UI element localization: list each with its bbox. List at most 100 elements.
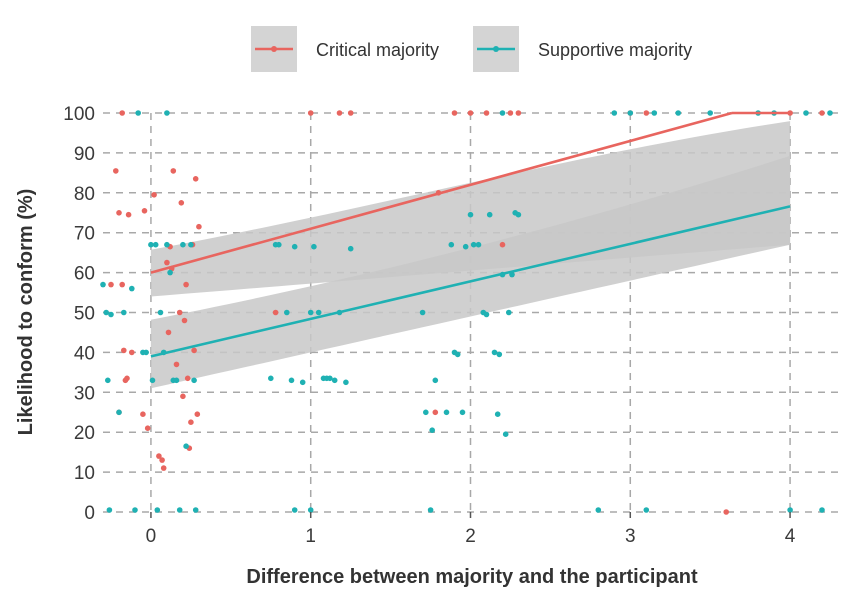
point-critical bbox=[121, 347, 127, 354]
point-supportive bbox=[188, 241, 194, 248]
point-critical bbox=[178, 200, 185, 206]
point-supportive bbox=[467, 211, 474, 218]
point-critical bbox=[141, 208, 148, 214]
point-critical bbox=[144, 425, 151, 432]
point-critical bbox=[272, 309, 279, 316]
point-critical bbox=[170, 168, 177, 174]
y-tick-label: 90 bbox=[74, 144, 95, 165]
point-supportive bbox=[106, 507, 113, 513]
point-critical bbox=[307, 110, 314, 116]
point-supportive bbox=[502, 431, 509, 438]
point-critical bbox=[113, 168, 119, 174]
point-supportive bbox=[462, 243, 469, 250]
point-critical bbox=[643, 110, 650, 116]
point-supportive bbox=[343, 379, 349, 386]
ci-band-supportive bbox=[150, 155, 791, 389]
point-critical bbox=[336, 110, 343, 116]
point-supportive bbox=[191, 377, 197, 384]
point-supportive bbox=[331, 377, 338, 384]
point-supportive bbox=[675, 110, 681, 116]
point-critical bbox=[432, 409, 439, 416]
point-critical bbox=[140, 411, 146, 418]
y-tick-label: 0 bbox=[84, 503, 95, 524]
point-supportive bbox=[470, 241, 477, 248]
point-critical bbox=[196, 223, 202, 230]
point-supportive bbox=[483, 311, 490, 318]
point-supportive bbox=[100, 281, 106, 288]
y-tick-label: 10 bbox=[74, 463, 95, 484]
y-tick-label: 60 bbox=[74, 264, 95, 285]
point-supportive bbox=[499, 110, 506, 116]
fit-lines bbox=[150, 111, 791, 358]
fit-line-critical bbox=[150, 111, 733, 274]
point-supportive bbox=[827, 110, 833, 116]
point-supportive bbox=[307, 309, 314, 316]
point-critical bbox=[723, 509, 729, 515]
point-critical bbox=[173, 361, 180, 368]
point-supportive bbox=[103, 309, 109, 316]
point-supportive bbox=[288, 377, 295, 384]
point-supportive bbox=[152, 241, 159, 248]
point-critical bbox=[507, 110, 514, 116]
point-supportive bbox=[459, 409, 466, 416]
y-tick-label: 20 bbox=[74, 423, 95, 444]
point-supportive bbox=[611, 110, 618, 116]
point-supportive bbox=[157, 309, 164, 316]
point-supportive bbox=[627, 110, 634, 116]
point-critical bbox=[159, 457, 165, 463]
point-critical bbox=[116, 210, 122, 216]
legend-dot-supportive bbox=[493, 46, 499, 52]
point-critical bbox=[188, 419, 194, 426]
y-axis-ticks: 0 10 20 30 40 50 60 70 80 90 100 bbox=[63, 104, 95, 524]
point-critical bbox=[180, 393, 186, 400]
point-supportive bbox=[486, 211, 493, 218]
point-supportive bbox=[154, 507, 161, 513]
point-supportive bbox=[651, 110, 658, 116]
point-supportive bbox=[192, 507, 199, 513]
point-supportive bbox=[291, 507, 298, 513]
point-critical bbox=[125, 211, 132, 218]
point-supportive bbox=[595, 507, 602, 513]
x-tick-label: 1 bbox=[305, 526, 316, 547]
point-critical bbox=[515, 110, 522, 116]
point-supportive bbox=[116, 409, 122, 416]
point-supportive bbox=[121, 309, 127, 316]
point-critical bbox=[151, 192, 157, 198]
fit-line-supportive bbox=[150, 205, 791, 358]
point-supportive bbox=[787, 507, 793, 513]
legend-label-supportive: Supportive majority bbox=[538, 40, 692, 60]
point-supportive bbox=[429, 427, 436, 434]
point-supportive bbox=[496, 351, 503, 358]
point-supportive bbox=[803, 110, 809, 116]
point-supportive bbox=[276, 241, 282, 248]
point-critical bbox=[165, 329, 172, 336]
point-supportive bbox=[311, 243, 317, 250]
point-critical bbox=[787, 110, 793, 116]
point-supportive bbox=[307, 507, 314, 513]
point-supportive bbox=[183, 443, 189, 450]
point-supportive bbox=[268, 375, 274, 382]
point-supportive bbox=[167, 269, 173, 276]
x-tick-label: 2 bbox=[465, 526, 476, 547]
y-tick-label: 100 bbox=[63, 104, 95, 125]
legend: Critical majority Supportive majority bbox=[251, 26, 692, 72]
confidence-bands bbox=[150, 121, 791, 389]
point-supportive bbox=[129, 285, 135, 292]
point-critical bbox=[119, 110, 125, 116]
y-tick-label: 50 bbox=[74, 304, 95, 325]
point-supportive bbox=[491, 349, 498, 356]
y-tick-label: 30 bbox=[74, 383, 95, 404]
point-supportive bbox=[515, 211, 522, 218]
point-supportive bbox=[432, 377, 439, 384]
point-critical bbox=[191, 347, 197, 354]
point-critical bbox=[183, 281, 189, 288]
point-critical bbox=[184, 375, 191, 382]
point-critical bbox=[483, 110, 490, 116]
point-supportive bbox=[291, 243, 298, 250]
point-supportive bbox=[135, 110, 141, 116]
y-tick-label: 40 bbox=[74, 343, 95, 364]
point-critical bbox=[164, 259, 170, 266]
point-supportive bbox=[475, 241, 482, 248]
point-critical bbox=[451, 110, 458, 116]
